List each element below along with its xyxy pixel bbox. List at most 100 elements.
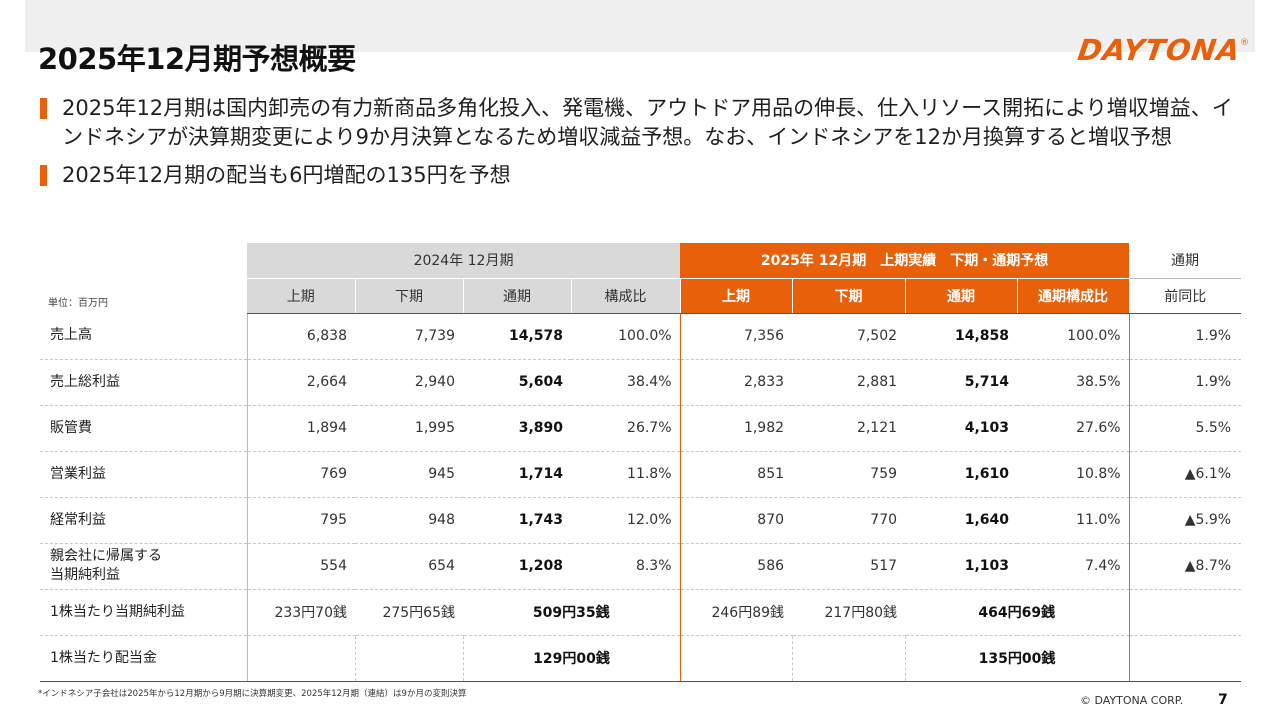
- cell-value: 6,838: [246, 313, 355, 360]
- yoy-group-header: 通期: [1129, 243, 1242, 279]
- cell-value: 1.9%: [1129, 359, 1242, 406]
- col-2025-fy: 通期: [905, 278, 1018, 314]
- cell-value: 7,356: [679, 313, 793, 360]
- table-row-dps: 1株当たり配当金 129円00銭 135円00銭: [40, 635, 1242, 682]
- group-2025-header: 2025年 12月期 上期実績 下期・通期予想: [680, 243, 1130, 279]
- cell-value: 10.8%: [1017, 451, 1130, 498]
- table-row: 売上高 6,838 7,739 14,578 100.0% 7,356 7,50…: [40, 313, 1242, 360]
- cell-value: 759: [792, 451, 906, 498]
- cell-empty: [791, 635, 906, 682]
- cell-value: 100.0%: [1017, 313, 1130, 360]
- cell-empty: [679, 635, 793, 682]
- cell-value: ▲8.7%: [1129, 543, 1242, 590]
- cell-value: 26.7%: [571, 405, 681, 452]
- cell-value: 2,121: [792, 405, 906, 452]
- cell-value: 8.3%: [571, 543, 681, 590]
- cell-value: 5,714: [905, 359, 1018, 406]
- cell-value: 517: [792, 543, 906, 590]
- row-label: 1株当たり当期純利益: [40, 589, 247, 636]
- cell-value: 38.5%: [1017, 359, 1130, 406]
- table-row: 営業利益 769 945 1,714 11.8% 851 759 1,610 1…: [40, 451, 1242, 498]
- cell-value: 770: [792, 497, 906, 544]
- col-2025-h1: 上期: [680, 278, 793, 314]
- daytona-logo: DAYTONA: [1075, 33, 1243, 67]
- bullet-list: 2025年12月期は国内卸売の有力新商品多角化投入、発電機、アウトドア用品の伸長…: [40, 94, 1240, 199]
- row-label: 販管費: [40, 405, 247, 452]
- cell-value: 246円89銭: [679, 589, 793, 636]
- cell-value: 1,610: [905, 451, 1018, 498]
- cell-value: 769: [246, 451, 355, 498]
- cell-value: 948: [355, 497, 463, 544]
- cell-value: 1,208: [463, 543, 571, 590]
- cell-value: 11.0%: [1017, 497, 1130, 544]
- cell-value: 135円00銭: [904, 635, 1130, 682]
- table-row: 販管費 1,894 1,995 3,890 26.7% 1,982 2,121 …: [40, 405, 1242, 452]
- table-row-eps: 1株当たり当期純利益 233円70銭 275円65銭 509円35銭 246円8…: [40, 589, 1242, 636]
- cell-value: 554: [246, 543, 355, 590]
- cell-value: 217円80銭: [792, 589, 906, 636]
- cell-value: 2,664: [246, 359, 355, 406]
- page-number: 7: [1218, 692, 1228, 708]
- table-row: 経常利益 795 948 1,743 12.0% 870 770 1,640 1…: [40, 497, 1242, 544]
- cell-empty: [246, 635, 355, 682]
- cell-value: 1.9%: [1129, 313, 1242, 360]
- cell-empty: [1129, 589, 1242, 636]
- registered-mark: ®: [1240, 38, 1249, 48]
- header-row-periods: 上期 下期 通期 構成比 上期 下期 通期 通期構成比 前同比: [40, 278, 1242, 314]
- row-label-line2: 当期純利益: [50, 567, 120, 583]
- cell-value: 275円65銭: [355, 589, 463, 636]
- cell-value: 795: [246, 497, 355, 544]
- row-label: 売上高: [40, 313, 247, 360]
- col-yoy: 前同比: [1129, 278, 1242, 314]
- cell-value: ▲6.1%: [1129, 451, 1242, 498]
- table-row: 売上総利益 2,664 2,940 5,604 38.4% 2,833 2,88…: [40, 359, 1242, 406]
- col-2025-ratio: 通期構成比: [1017, 278, 1130, 314]
- header-row-groups: 単位：百万円 2024年 12月期 2025年 12月期 上期実績 下期・通期予…: [40, 243, 1242, 309]
- cell-value: 1,103: [905, 543, 1018, 590]
- bullet-text: 2025年12月期の配当も6円増配の135円を予想: [62, 163, 511, 187]
- row-label: 営業利益: [40, 451, 247, 498]
- cell-value: 14,578: [463, 313, 571, 360]
- cell-value: 464円69銭: [905, 589, 1130, 636]
- footnote: *インドネシア子会社は2025年から12月期から9月期に決算期変更、2025年1…: [38, 689, 467, 699]
- cell-value: 100.0%: [571, 313, 681, 360]
- cell-value: 129円00銭: [462, 635, 681, 682]
- row-label: 親会社に帰属する 当期純利益: [40, 543, 247, 590]
- col-2024-h1: 上期: [247, 278, 356, 314]
- col-2025-h2: 下期: [792, 278, 906, 314]
- cell-value: 654: [355, 543, 463, 590]
- row-label: 1株当たり配当金: [40, 635, 247, 682]
- cell-value: 509円35銭: [463, 589, 681, 636]
- page-title: 2025年12月期予想概要: [38, 42, 356, 76]
- cell-value: 1,743: [463, 497, 571, 544]
- cell-value: 1,995: [355, 405, 463, 452]
- cell-value: 945: [355, 451, 463, 498]
- cell-value: ▲5.9%: [1129, 497, 1242, 544]
- cell-value: 14,858: [905, 313, 1018, 360]
- copyright: © DAYTONA CORP.: [1080, 694, 1184, 707]
- cell-value: 38.4%: [571, 359, 681, 406]
- cell-value: 7.4%: [1017, 543, 1130, 590]
- cell-value: 27.6%: [1017, 405, 1130, 452]
- row-label-line1: 親会社に帰属する: [50, 548, 162, 564]
- forecast-table: 単位：百万円 2024年 12月期 2025年 12月期 上期実績 下期・通期予…: [40, 243, 1242, 682]
- unit-label: 単位：百万円: [48, 298, 108, 309]
- cell-value: 5,604: [463, 359, 571, 406]
- col-2024-fy: 通期: [463, 278, 572, 314]
- cell-value: 586: [679, 543, 793, 590]
- cell-value: 1,714: [463, 451, 571, 498]
- cell-empty: [354, 635, 463, 682]
- cell-value: 1,640: [905, 497, 1018, 544]
- bullet-marker: [40, 165, 47, 186]
- cell-value: 7,502: [792, 313, 906, 360]
- bullet-text: 2025年12月期は国内卸売の有力新商品多角化投入、発電機、アウトドア用品の伸長…: [62, 96, 1233, 149]
- cell-value: 7,739: [355, 313, 463, 360]
- cell-empty: [1129, 635, 1242, 682]
- cell-value: 851: [679, 451, 793, 498]
- cell-value: 1,894: [246, 405, 355, 452]
- cell-value: 5.5%: [1129, 405, 1242, 452]
- bullet-marker: [40, 98, 47, 119]
- cell-value: 12.0%: [571, 497, 681, 544]
- cell-value: 2,833: [679, 359, 793, 406]
- bullet-item: 2025年12月期は国内卸売の有力新商品多角化投入、発電機、アウトドア用品の伸長…: [40, 94, 1240, 152]
